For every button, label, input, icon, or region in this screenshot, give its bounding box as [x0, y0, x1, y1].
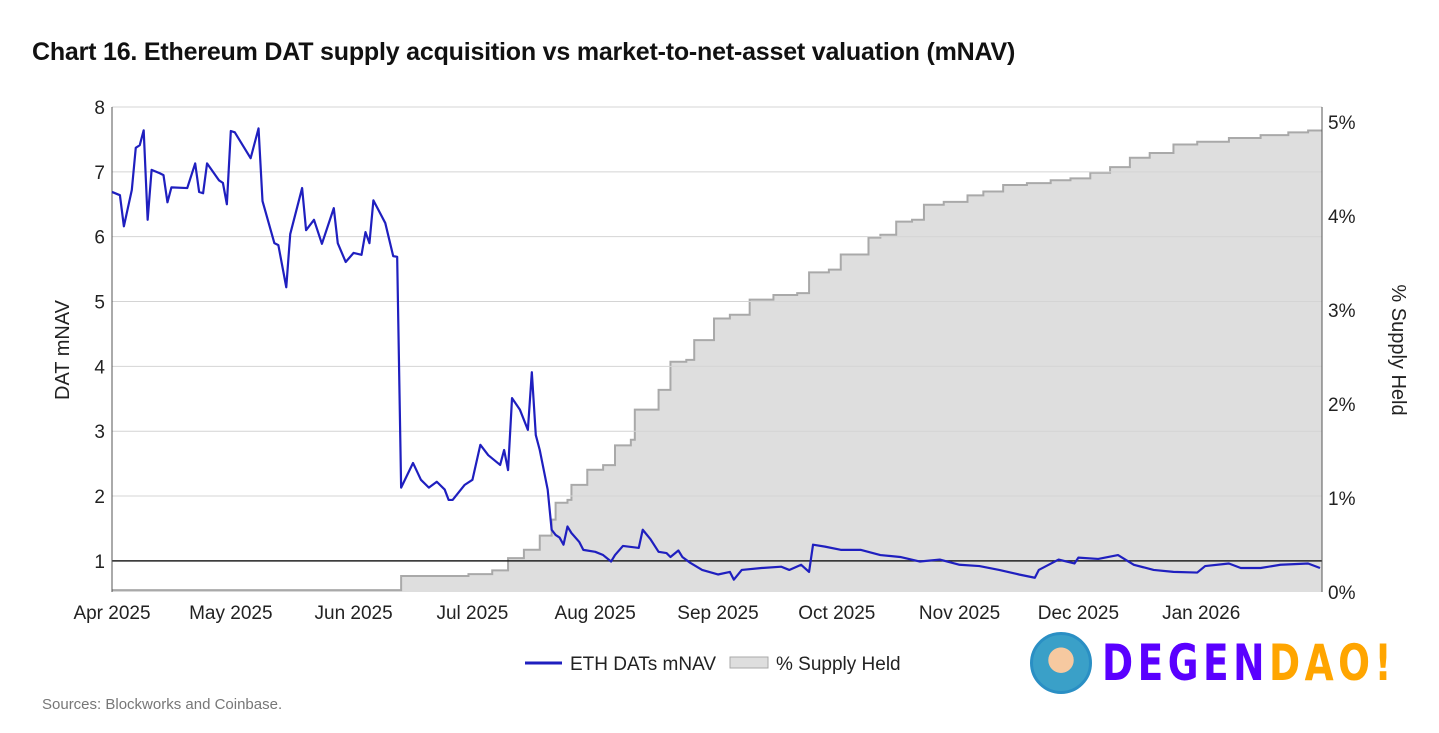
logo-text-b: DAO!	[1269, 634, 1397, 692]
x-tick-label: May 2025	[189, 603, 272, 624]
y-tick-label: 4	[94, 357, 105, 378]
y-tick-label: 2	[94, 487, 105, 508]
y-tick-label: 6	[94, 228, 105, 249]
y2-tick-label: 3%	[1328, 301, 1356, 322]
logo-avatar-icon	[1030, 632, 1092, 694]
y-tick-label: 1	[94, 552, 105, 573]
x-tick-label: Jul 2025	[436, 603, 508, 624]
y-tick-label: 8	[94, 98, 105, 119]
legend-label-mnav: ETH DATs mNAV	[570, 654, 716, 675]
y-tick-label: 7	[94, 163, 105, 184]
legend-swatch-supply	[729, 656, 769, 669]
mnav-line	[111, 127, 1321, 581]
supply-line	[112, 129, 1322, 592]
x-tick-label: Jun 2025	[315, 603, 393, 624]
supply-area	[112, 130, 1322, 592]
x-tick-label: Apr 2025	[73, 603, 150, 624]
x-tick-label: Aug 2025	[555, 603, 636, 624]
source-note: Sources: Blockworks and Coinbase.	[42, 696, 283, 713]
y2-tick-label: 1%	[1328, 489, 1356, 510]
y2-tick-label: 5%	[1328, 113, 1356, 134]
x-tick-label: Dec 2025	[1038, 603, 1119, 624]
x-tick-label: Sep 2025	[677, 603, 758, 624]
y-tick-label: 3	[94, 422, 105, 443]
x-tick-label: Oct 2025	[798, 603, 875, 624]
y2-tick-label: 2%	[1328, 395, 1356, 416]
y-tick-label: 5	[94, 293, 105, 314]
y2-tick-label: 4%	[1328, 207, 1356, 228]
x-tick-label: Jan 2026	[1162, 603, 1240, 624]
legend-label-supply: % Supply Held	[776, 654, 901, 675]
y2-tick-label: 0%	[1328, 583, 1356, 604]
chart-title: Chart 16. Ethereum DAT supply acquisitio…	[32, 38, 1016, 66]
y-axis-title: DAT mNAV	[52, 299, 74, 400]
watermark-logo: DEGENDAO!	[1030, 632, 1439, 694]
x-tick-label: Nov 2025	[919, 603, 1000, 624]
logo-text-a: DEGEN	[1102, 634, 1270, 692]
y2-axis-title: % Supply Held	[1387, 284, 1409, 415]
